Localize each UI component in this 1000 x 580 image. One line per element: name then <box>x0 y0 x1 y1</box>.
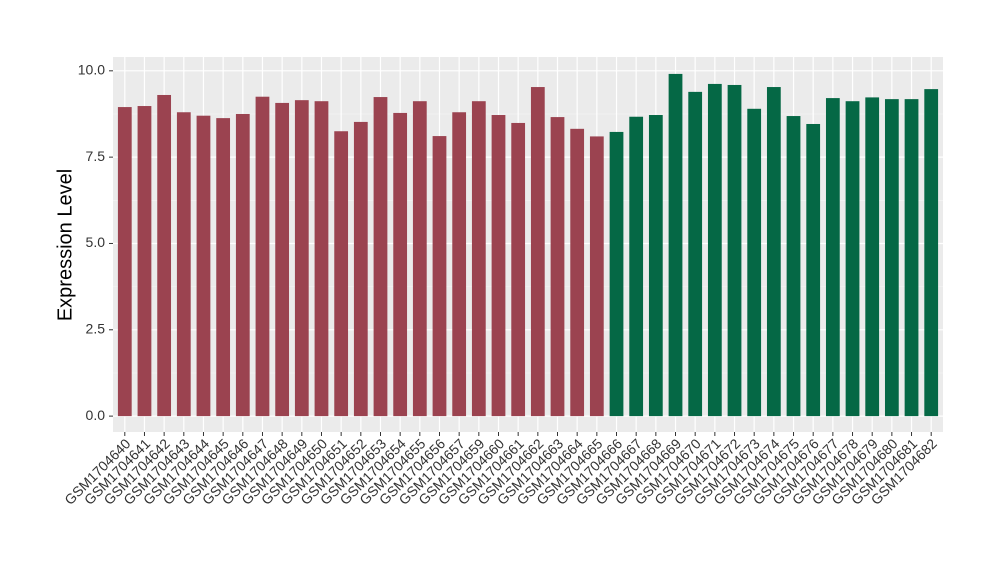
bar <box>609 131 624 417</box>
bar <box>471 101 486 417</box>
bar <box>727 84 742 417</box>
bar <box>373 97 388 417</box>
bar <box>196 115 211 417</box>
bar <box>452 112 467 417</box>
bar <box>589 136 604 417</box>
y-tick-label: 5.0 <box>86 234 106 250</box>
plot-background <box>113 57 943 432</box>
y-axis-title: Expression Level <box>54 169 76 321</box>
bar <box>334 131 349 417</box>
bar <box>511 122 526 417</box>
bar <box>825 98 840 417</box>
bar <box>648 115 663 417</box>
bar <box>275 102 290 417</box>
bar <box>747 108 762 417</box>
bar <box>491 115 506 417</box>
bar <box>865 97 880 417</box>
bar <box>550 117 565 417</box>
y-tick-label: 0.0 <box>86 407 106 423</box>
bar <box>530 87 545 417</box>
bar <box>117 107 132 417</box>
bar <box>786 116 801 417</box>
bar <box>924 89 939 417</box>
bar <box>688 91 703 417</box>
bar <box>806 123 821 417</box>
bar <box>314 101 329 417</box>
bar <box>235 113 250 417</box>
bar <box>570 128 585 417</box>
bar <box>629 116 644 417</box>
y-tick-label: 2.5 <box>86 320 106 336</box>
bar <box>353 121 368 417</box>
bar <box>432 136 447 417</box>
bar <box>216 118 231 417</box>
bar <box>884 99 899 417</box>
bar <box>294 100 309 417</box>
bar <box>157 94 172 417</box>
bar <box>766 87 781 417</box>
bar <box>176 112 191 417</box>
bar <box>393 112 408 417</box>
bar <box>412 101 427 417</box>
bar <box>668 73 683 417</box>
bar <box>137 106 152 417</box>
bar <box>904 99 919 417</box>
bar <box>255 96 270 417</box>
bar <box>707 83 722 417</box>
y-tick-label: 7.5 <box>86 148 106 164</box>
bar <box>845 101 860 417</box>
y-tick-label: 10.0 <box>78 62 105 78</box>
